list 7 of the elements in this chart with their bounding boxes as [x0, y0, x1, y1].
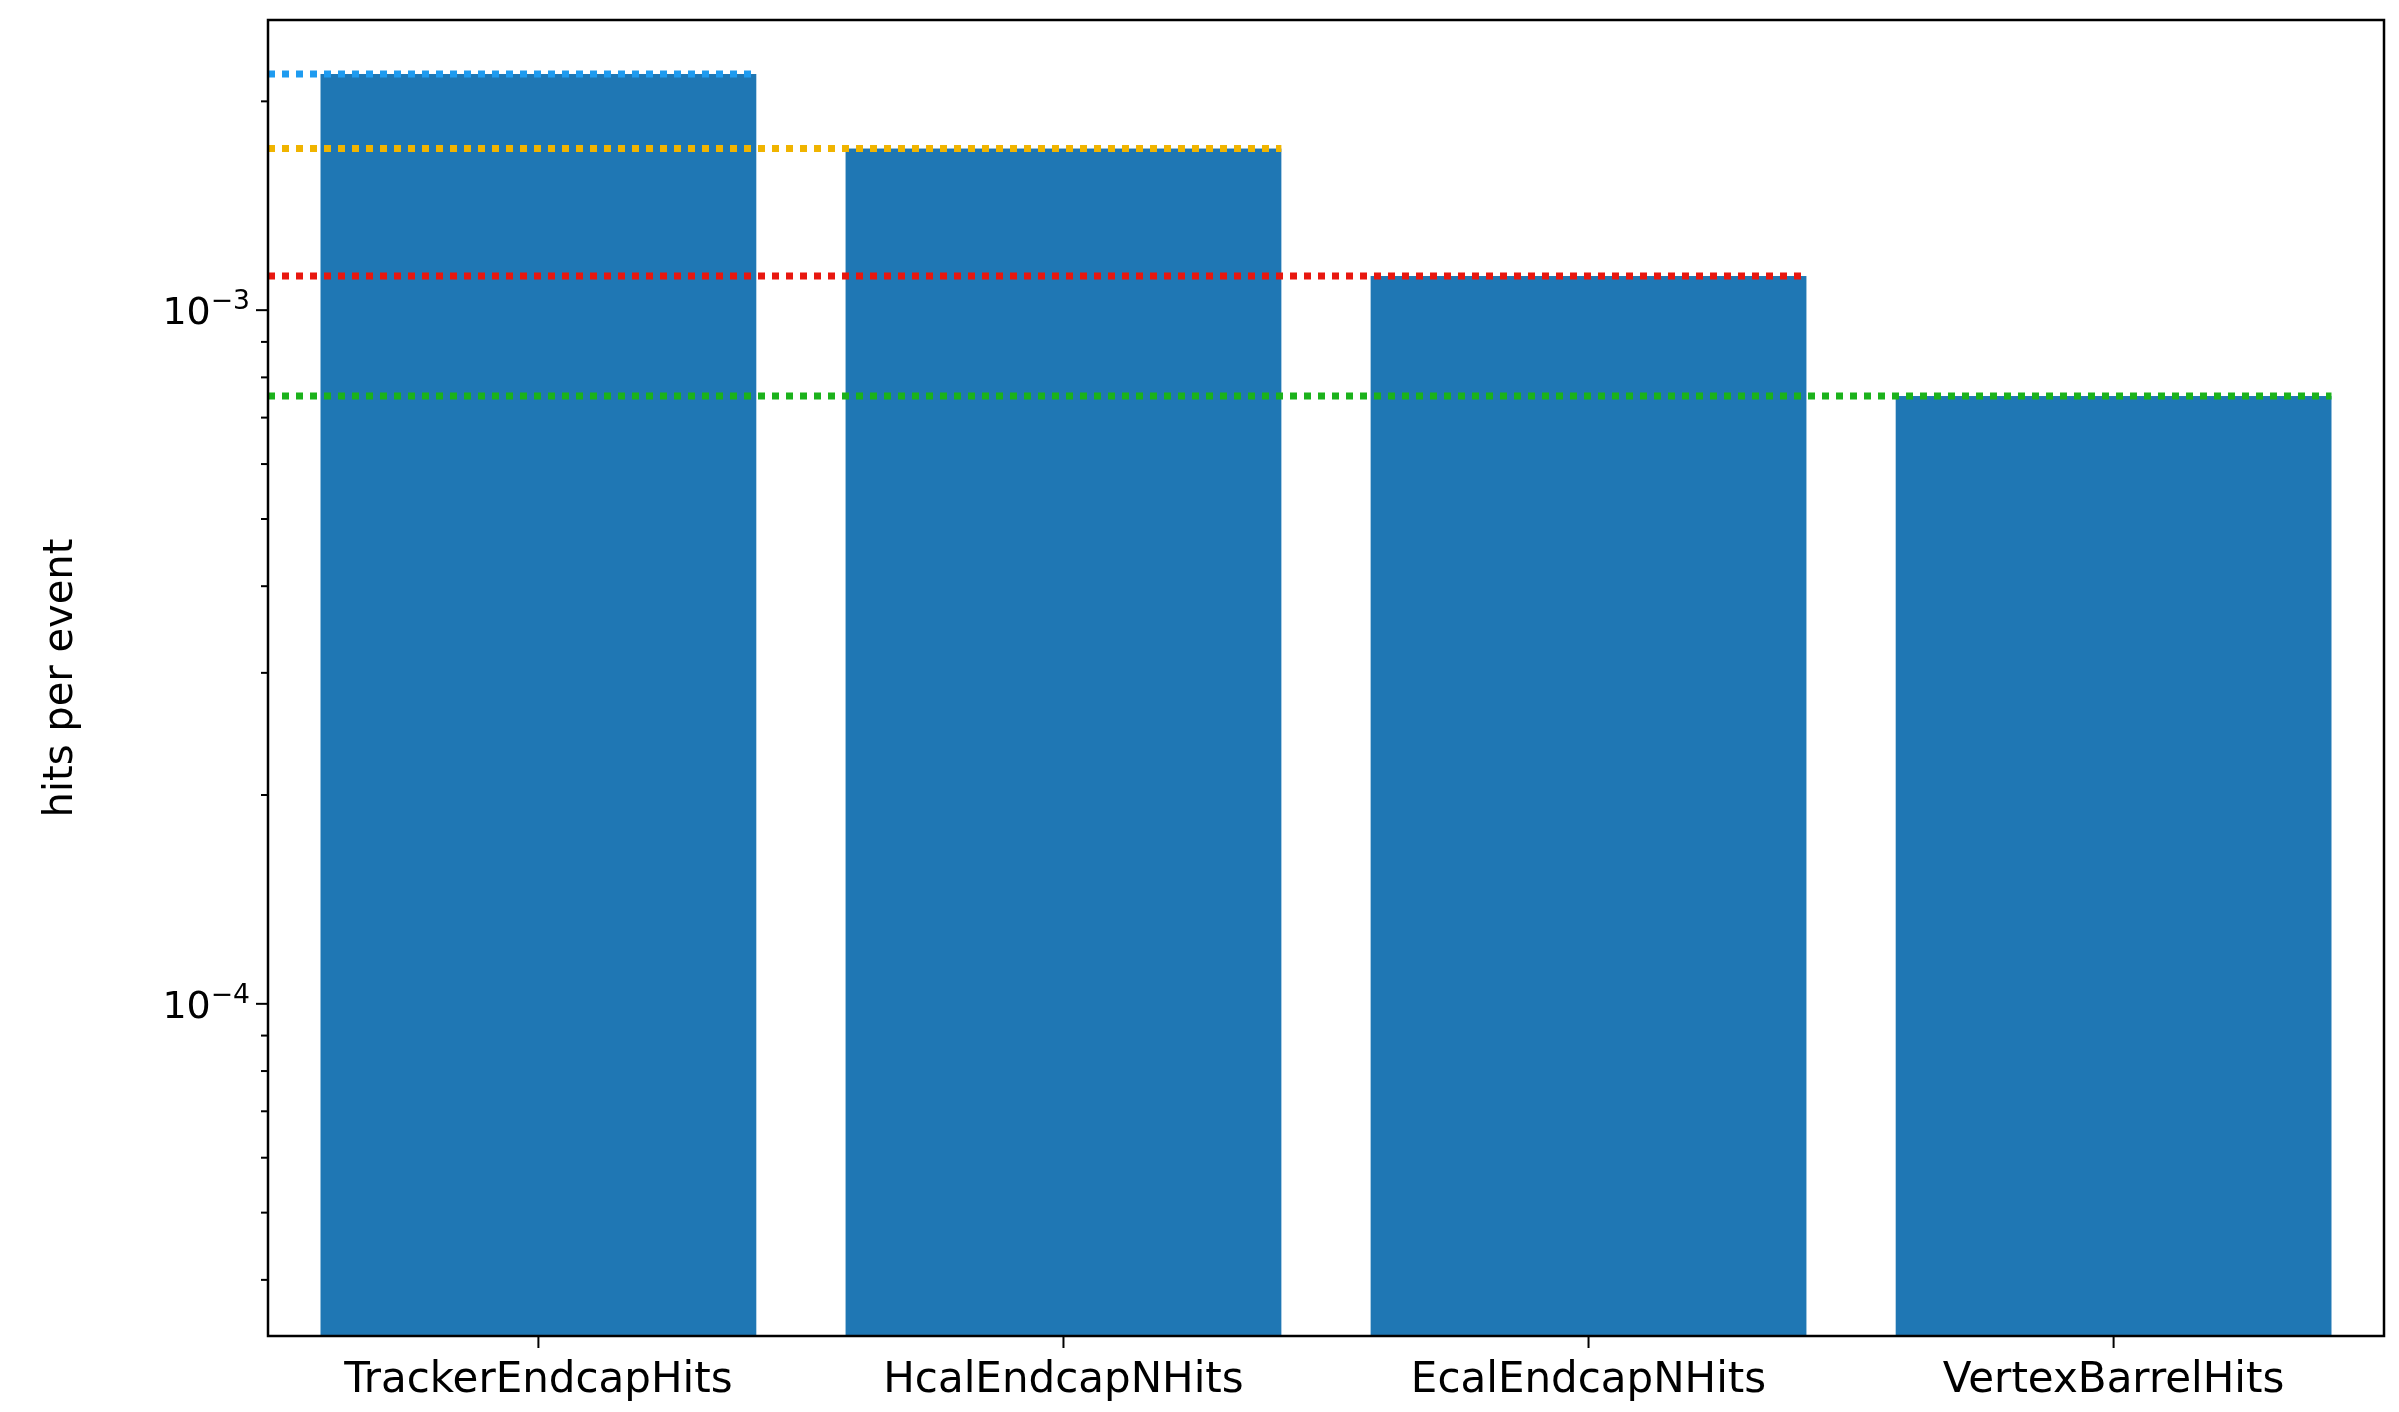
x-tick-label: TrackerEndcapHits [343, 1353, 733, 1402]
x-tick-label: VertexBarrelHits [1942, 1353, 2285, 1402]
y-tick-label: 10$^{−3}$ [162, 283, 250, 334]
y-axis-title: hits per event [35, 538, 81, 818]
x-tick-label: EcalEndcapNHits [1410, 1353, 1767, 1402]
x-tick-label: HcalEndcapNHits [883, 1353, 1244, 1402]
y-tick-label: 10$^{−4}$ [162, 977, 250, 1027]
